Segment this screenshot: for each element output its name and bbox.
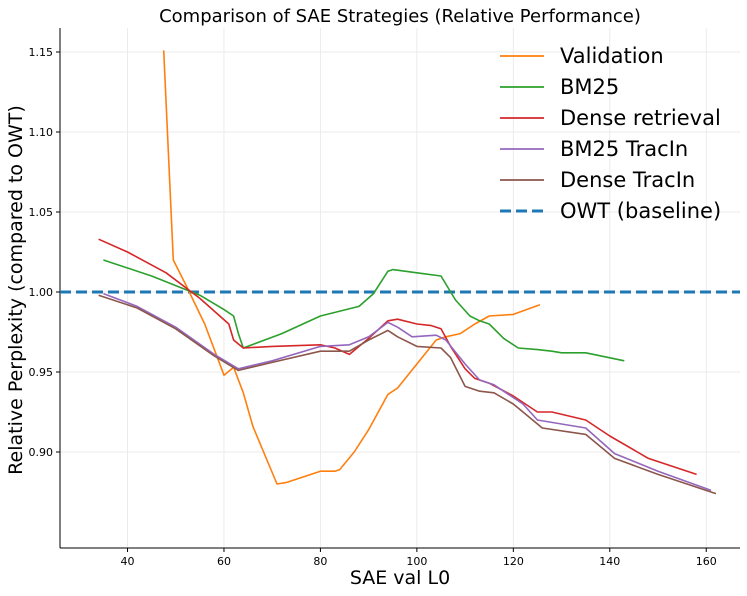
y-tick-label: 0.95 bbox=[29, 366, 54, 379]
y-tick-label: 1.00 bbox=[29, 286, 54, 299]
series-line-dense-tracin bbox=[98, 294, 717, 495]
x-tick-label: 100 bbox=[406, 555, 427, 568]
axes bbox=[59, 28, 740, 549]
y-ticks: 0.90 0.95 1.00 1.05 1.10 1.15 bbox=[29, 46, 60, 459]
legend-label: BM25 TracIn bbox=[560, 137, 688, 161]
y-tick-label: 0.90 bbox=[29, 446, 54, 459]
legend: Validation BM25 Dense retrieval BM25 TracIn… bbox=[500, 44, 721, 223]
x-tick-label: 60 bbox=[217, 555, 231, 568]
series-line-bm25 bbox=[103, 259, 625, 362]
series-line-bm25-tracin bbox=[103, 292, 712, 492]
x-tick-label: 80 bbox=[313, 555, 327, 568]
x-tick-label: 120 bbox=[503, 555, 524, 568]
legend-label: OWT (baseline) bbox=[560, 199, 721, 223]
chart-title: Comparison of SAE Strategies (Relative P… bbox=[159, 6, 641, 27]
x-tick-label: 40 bbox=[121, 555, 135, 568]
series-line-dense-retrieval bbox=[98, 238, 697, 476]
y-tick-label: 1.10 bbox=[29, 126, 54, 139]
x-tick-label: 140 bbox=[599, 555, 620, 568]
series-layer bbox=[98, 50, 717, 495]
y-tick-label: 1.05 bbox=[29, 206, 54, 219]
legend-label: BM25 bbox=[560, 75, 619, 99]
legend-label: Dense retrieval bbox=[560, 106, 721, 130]
x-tick-label: 160 bbox=[696, 555, 717, 568]
y-tick-label: 1.15 bbox=[29, 46, 54, 59]
legend-label: Validation bbox=[560, 44, 664, 68]
y-axis-title: Relative Perplexity (compared to OWT) bbox=[5, 105, 27, 475]
series-line-validation bbox=[162, 50, 541, 485]
x-axis-title: SAE val L0 bbox=[350, 567, 450, 589]
x-ticks: 40 60 80 100 120 140 160 bbox=[121, 548, 717, 568]
legend-label: Dense TracIn bbox=[560, 168, 695, 192]
